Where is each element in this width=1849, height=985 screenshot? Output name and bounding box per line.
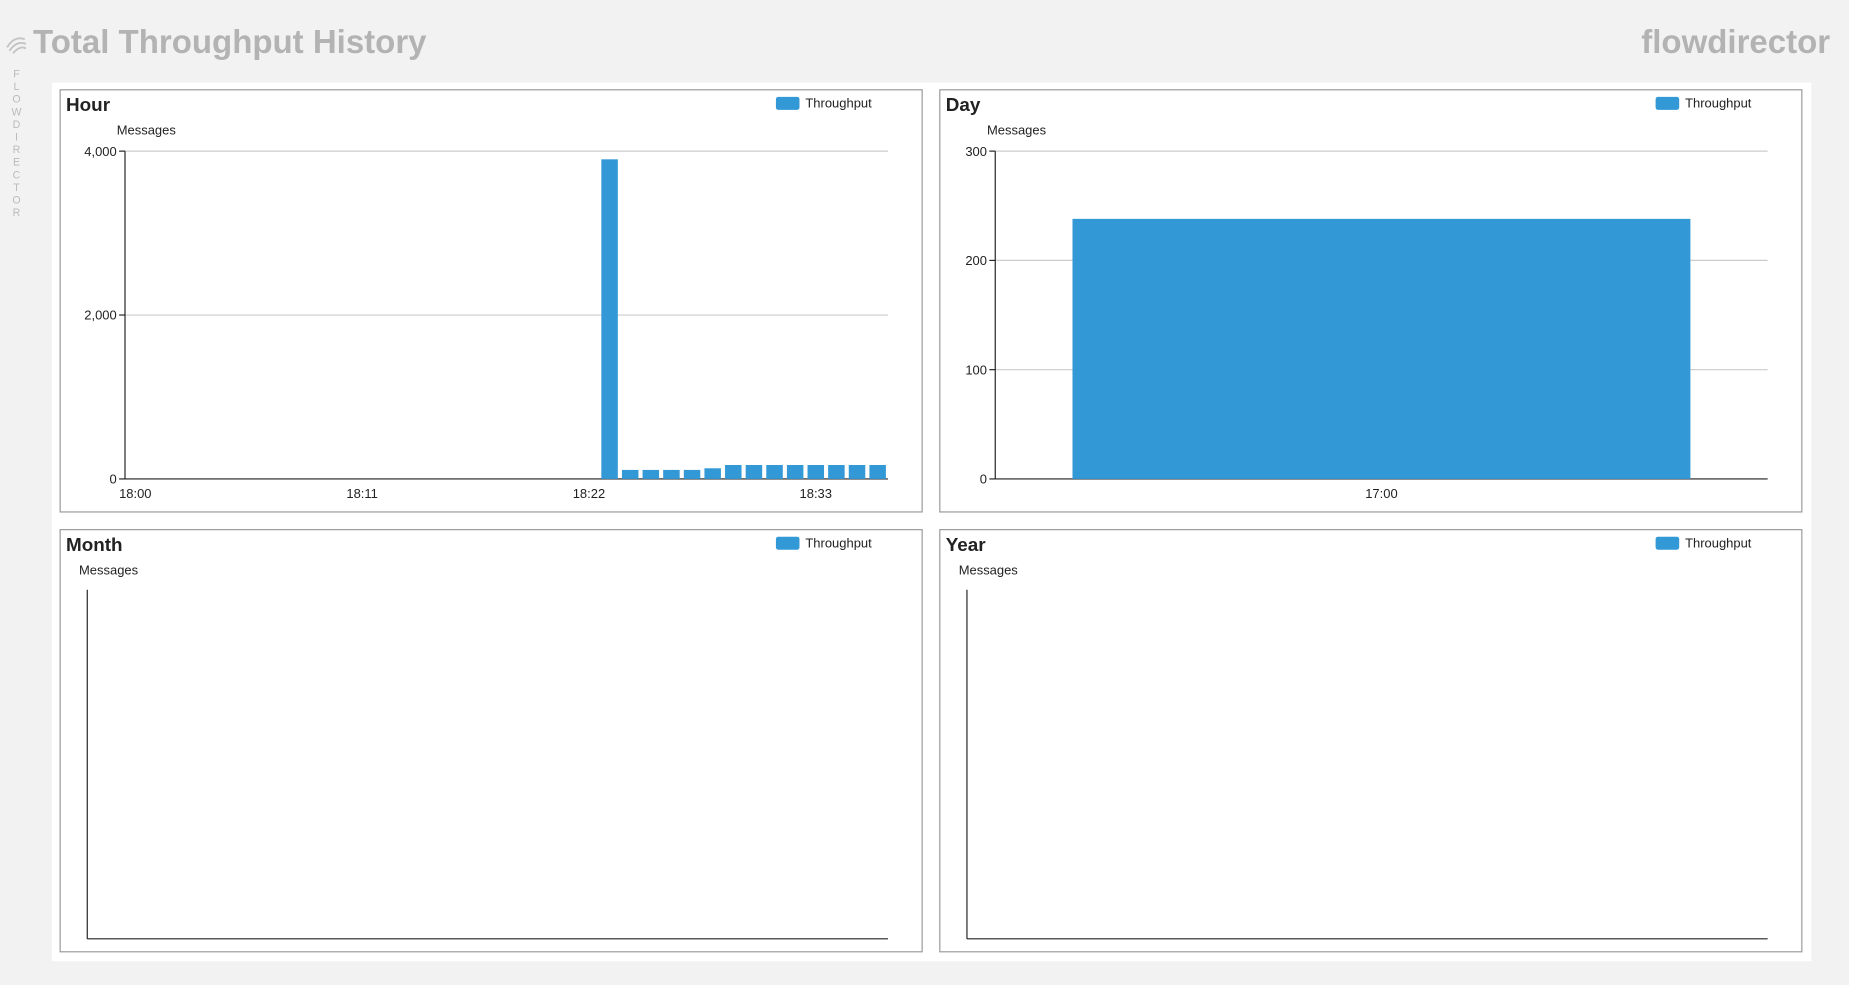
y-tick-label: 0: [980, 472, 987, 487]
y-tick-label: 2,000: [84, 308, 116, 323]
chart-title: Month: [66, 534, 123, 555]
y-tick-label: 300: [965, 144, 987, 159]
bar: [786, 465, 804, 479]
x-tick-label: 17:00: [1365, 486, 1397, 501]
chart-title: Day: [946, 94, 981, 115]
bar: [683, 469, 701, 479]
bar: [621, 469, 639, 479]
bar: [1072, 218, 1691, 479]
y-axis-label: Messages: [959, 562, 1019, 577]
legend-swatch: [775, 96, 800, 110]
bar: [766, 465, 783, 479]
bar: [725, 465, 742, 479]
x-tick-label: 18:00: [119, 486, 151, 501]
y-tick-label: 100: [965, 362, 987, 377]
legend-label: Throughput: [805, 95, 872, 110]
y-tick-label: 0: [110, 472, 117, 487]
y-axis-label: Messages: [117, 123, 177, 138]
logo-icon: [6, 37, 27, 54]
bar: [848, 465, 866, 479]
bar: [745, 465, 763, 479]
chart-panel: [59, 529, 923, 953]
legend-label: Throughput: [1685, 535, 1752, 550]
x-tick-label: 18:11: [346, 486, 378, 501]
y-tick-label: 4,000: [84, 144, 116, 159]
y-axis-label: Messages: [79, 562, 139, 577]
y-axis-label: Messages: [987, 123, 1047, 138]
legend-swatch: [775, 536, 800, 550]
chart-panel: [939, 529, 1803, 953]
chart-panel: [59, 89, 923, 513]
chart-title: Hour: [66, 94, 111, 115]
bar: [663, 469, 680, 479]
legend-swatch: [1655, 536, 1680, 550]
legend-label: Throughput: [1685, 95, 1752, 110]
side-label: FLOWDIRECTOR: [11, 69, 23, 220]
legend-swatch: [1655, 96, 1680, 110]
bar: [642, 469, 660, 479]
bar: [828, 465, 845, 479]
x-tick-label: 18:33: [800, 486, 832, 501]
bar: [807, 465, 825, 479]
brand: flowdirector: [1641, 23, 1830, 60]
bar: [601, 159, 618, 479]
legend-label: Throughput: [805, 535, 872, 550]
bar: [869, 465, 886, 479]
x-tick-label: 18:22: [573, 486, 605, 501]
bar: [704, 468, 721, 479]
chart-title: Year: [946, 534, 987, 555]
page-title: Total Throughput History: [33, 23, 427, 60]
y-tick-label: 200: [965, 253, 987, 268]
